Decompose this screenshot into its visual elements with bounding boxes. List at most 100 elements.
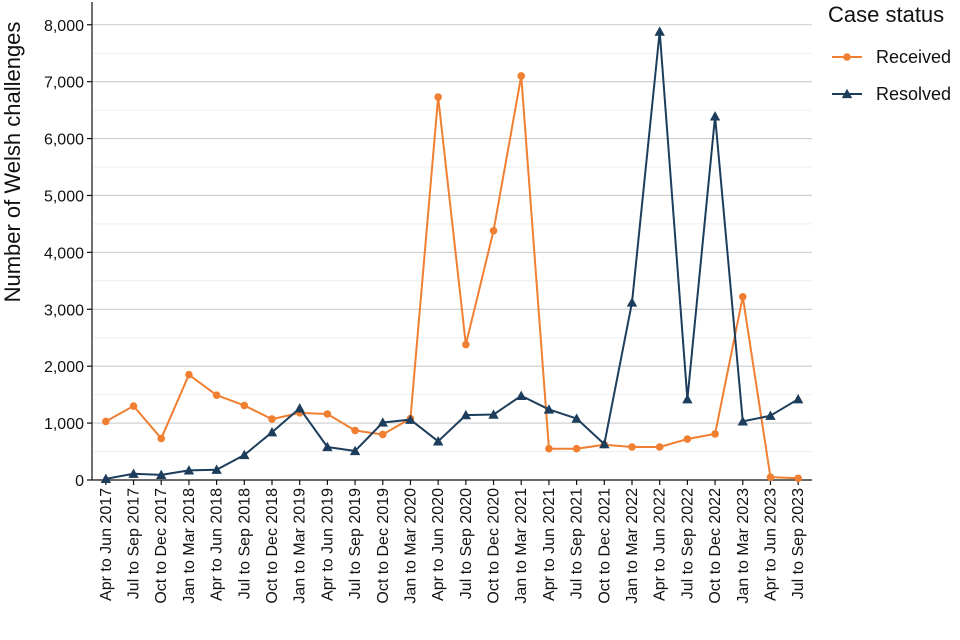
x-tick-label: Jul to Sep 2023 [790, 488, 807, 599]
data-point-received [212, 391, 221, 400]
x-tick-label: Jul to Sep 2017 [126, 488, 143, 599]
data-point-received [129, 402, 138, 410]
y-tick-label: 5,000 [44, 188, 84, 205]
data-point-resolved [737, 416, 748, 426]
series-line-resolved [105, 30, 799, 480]
data-point-received [794, 474, 802, 483]
x-tick-label: Oct to Dec 2017 [153, 488, 170, 604]
y-tick-label: 2,000 [44, 359, 84, 376]
data-point-received [434, 93, 442, 101]
data-point-resolved [654, 26, 665, 36]
axes [91, 2, 812, 481]
data-point-received [545, 444, 553, 453]
x-tick-label: Oct to Dec 2022 [707, 488, 724, 604]
x-tick-label: Oct to Dec 2019 [375, 488, 392, 604]
data-point-received [323, 410, 332, 418]
y-tick-label: 4,000 [44, 245, 84, 262]
x-tick-label: Apr to Jun 2018 [209, 488, 226, 601]
x-tick-label: Jul to Sep 2022 [679, 488, 696, 599]
x-tick-label: Apr to Jun 2020 [430, 488, 447, 601]
data-point-received [378, 430, 387, 439]
data-point-resolved [571, 413, 582, 423]
data-point-resolved [516, 390, 527, 400]
data-point-resolved [488, 409, 499, 419]
x-tick-label: Oct to Dec 2020 [486, 488, 503, 604]
data-point-resolved [128, 468, 139, 478]
x-tick-label: Oct to Dec 2018 [264, 488, 281, 604]
data-point-received [766, 473, 775, 481]
x-tick-label: Jan to Mar 2020 [402, 488, 419, 604]
y-tick-label: 6,000 [44, 132, 84, 149]
x-ticks: Apr to Jun 2017 Jul to Sep 2017 Oct to Dec… [98, 480, 807, 604]
data-point-received [185, 370, 193, 379]
x-tick-label: Jul to Sep 2018 [236, 488, 253, 599]
data-point-resolved [599, 438, 610, 449]
data-point-received [157, 434, 166, 443]
x-tick-label: Jul to Sep 2021 [569, 488, 586, 599]
data-point-received [711, 430, 719, 438]
series-line-received [105, 74, 799, 480]
x-tick-label: Jul to Sep 2019 [347, 488, 364, 599]
legend: Case status Received Resolved [828, 2, 951, 104]
data-point-resolved [211, 464, 222, 474]
data-point-resolved [322, 441, 333, 452]
data-point-resolved [183, 465, 195, 475]
data-point-received [628, 443, 636, 451]
series-received [102, 72, 802, 483]
data-point-received [517, 72, 526, 80]
series-group [100, 26, 804, 484]
y-ticks: 0 1,000 2,000 3,000 4,000 5,000 6,000 7,000 8,00… [44, 18, 92, 490]
data-point-resolved [765, 410, 776, 420]
data-point-received [240, 401, 249, 410]
series-resolved [100, 26, 804, 484]
legend-item-received: Received [832, 47, 951, 67]
data-point-received [462, 340, 470, 349]
legend-label: Resolved [876, 84, 951, 104]
x-tick-label: Jan to Mar 2021 [513, 488, 530, 604]
x-tick-label: Oct to Dec 2021 [596, 488, 613, 604]
data-point-received [683, 435, 692, 443]
x-tick-label: Jul to Sep 2020 [458, 488, 475, 599]
x-tick-label: Apr to Jun 2021 [541, 488, 558, 601]
data-point-resolved [239, 449, 250, 460]
y-axis-title: Number of Welsh challenges [0, 22, 25, 303]
data-point-resolved [100, 473, 112, 484]
x-tick-label: Apr to Jun 2019 [319, 488, 336, 601]
data-point-received [489, 226, 498, 235]
data-point-received [102, 417, 110, 426]
data-point-received [655, 443, 664, 451]
y-tick-label: 3,000 [44, 302, 84, 319]
data-point-resolved [792, 393, 804, 404]
y-tick-label: 1,000 [44, 416, 84, 433]
data-point-resolved [294, 403, 305, 413]
data-point-resolved [266, 427, 278, 437]
x-tick-label: Apr to Jun 2023 [762, 488, 779, 601]
data-point-resolved [405, 414, 416, 424]
legend-label: Received [876, 47, 951, 67]
data-point-resolved [626, 297, 638, 307]
x-tick-label: Jan to Mar 2018 [181, 488, 198, 604]
y-tick-label: 8,000 [44, 18, 84, 35]
data-point-received [572, 444, 581, 453]
data-point-resolved [682, 393, 693, 404]
data-point-resolved [460, 409, 472, 420]
legend-item-resolved: Resolved [832, 84, 951, 104]
data-point-resolved [543, 404, 555, 414]
data-point-received [738, 292, 747, 301]
x-tick-label: Jan to Mar 2023 [735, 488, 752, 604]
data-point-resolved [156, 469, 167, 480]
data-point-resolved [709, 111, 721, 121]
data-point-received [268, 415, 276, 423]
x-tick-label: Jan to Mar 2019 [292, 488, 309, 604]
x-tick-label: Jan to Mar 2022 [624, 488, 641, 604]
legend-title: Case status [828, 2, 944, 27]
data-point-resolved [432, 436, 444, 446]
y-tick-label: 0 [75, 473, 84, 490]
legend-swatch-marker [843, 53, 851, 61]
data-point-resolved [349, 445, 361, 456]
y-tick-label: 7,000 [44, 75, 84, 92]
data-point-resolved [377, 417, 388, 427]
legend-swatch-marker [841, 88, 853, 99]
x-tick-label: Apr to Jun 2022 [652, 488, 669, 601]
